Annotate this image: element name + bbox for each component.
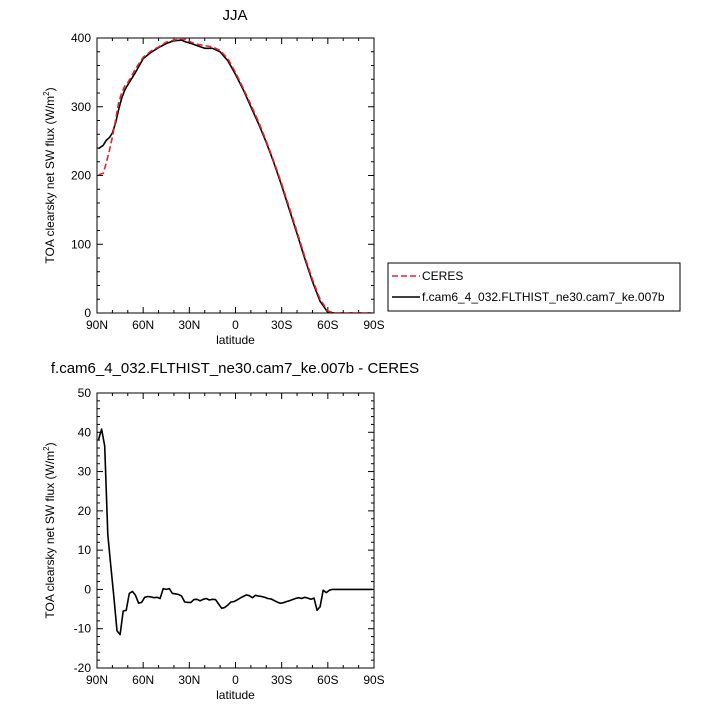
chart-panel-2: f.cam6_4_032.FLTHIST_ne30.cam7_ke.007b -…	[42, 360, 419, 702]
x-tick-label: 90N	[86, 318, 108, 332]
x-tick-label: 60N	[132, 673, 154, 687]
x-tick-label: 30N	[178, 318, 200, 332]
y-tick-label: 0	[84, 582, 91, 596]
y-tick-label: 30	[78, 465, 92, 479]
chart-title: JJA	[222, 7, 247, 24]
y-tick-label: -10	[74, 622, 92, 636]
x-tick-label: 0	[232, 318, 239, 332]
y-axis-label-close: )	[43, 87, 57, 91]
y-axis-label: TOA clearsky net SW flux (W/m2)	[42, 442, 57, 618]
legend-label-1: CERES	[422, 269, 463, 283]
y-tick-label: -20	[74, 661, 92, 675]
y-tick-label: 300	[71, 100, 91, 114]
x-axis-label: latitude	[216, 333, 255, 347]
x-tick-label: 0	[232, 673, 239, 687]
y-axis-label-close: )	[43, 442, 57, 446]
x-tick-label: 30S	[271, 318, 292, 332]
y-axis-label-superscript: 2	[42, 91, 51, 96]
chart-title: f.cam6_4_032.FLTHIST_ne30.cam7_ke.007b -…	[51, 360, 419, 377]
series-line-1	[97, 428, 373, 636]
y-axis-label: TOA clearsky net SW flux (W/m2)	[42, 87, 57, 263]
series-line-1	[98, 38, 373, 313]
x-tick-label: 60S	[317, 673, 338, 687]
y-tick-label: 40	[78, 425, 92, 439]
x-tick-label: 30N	[178, 673, 200, 687]
y-tick-label: 20	[78, 504, 92, 518]
y-tick-label: 50	[78, 386, 92, 400]
x-tick-label: 90S	[363, 673, 384, 687]
y-axis-label-superscript: 2	[42, 446, 51, 451]
y-tick-label: 400	[71, 31, 91, 45]
series-line-2	[98, 39, 373, 313]
x-tick-label: 30S	[271, 673, 292, 687]
x-tick-label: 90S	[363, 318, 384, 332]
x-axis-label: latitude	[216, 688, 255, 702]
y-tick-label: 0	[84, 306, 91, 320]
x-tick-label: 60N	[132, 318, 154, 332]
y-axis-label-text: TOA clearsky net SW flux (W/m	[43, 451, 57, 619]
plot-frame	[96, 37, 375, 314]
y-axis-label-text: TOA clearsky net SW flux (W/m	[43, 96, 57, 264]
x-tick-label: 60S	[317, 318, 338, 332]
legend-label-2: f.cam6_4_032.FLTHIST_ne30.cam7_ke.007b	[422, 290, 665, 304]
y-tick-label: 100	[71, 237, 91, 251]
y-tick-label: 10	[78, 543, 92, 557]
y-tick-label: 200	[71, 169, 91, 183]
chart-panel-1: JJA 90N 60N 30N 0 30S 60S 90S 0 100 200 300 400 latit…	[42, 7, 681, 347]
legend: CERES f.cam6_4_032.FLTHIST_ne30.cam7_ke.0…	[387, 262, 681, 312]
x-tick-label: 90N	[86, 673, 108, 687]
plot-frame	[96, 392, 375, 669]
legend-box	[387, 262, 681, 312]
